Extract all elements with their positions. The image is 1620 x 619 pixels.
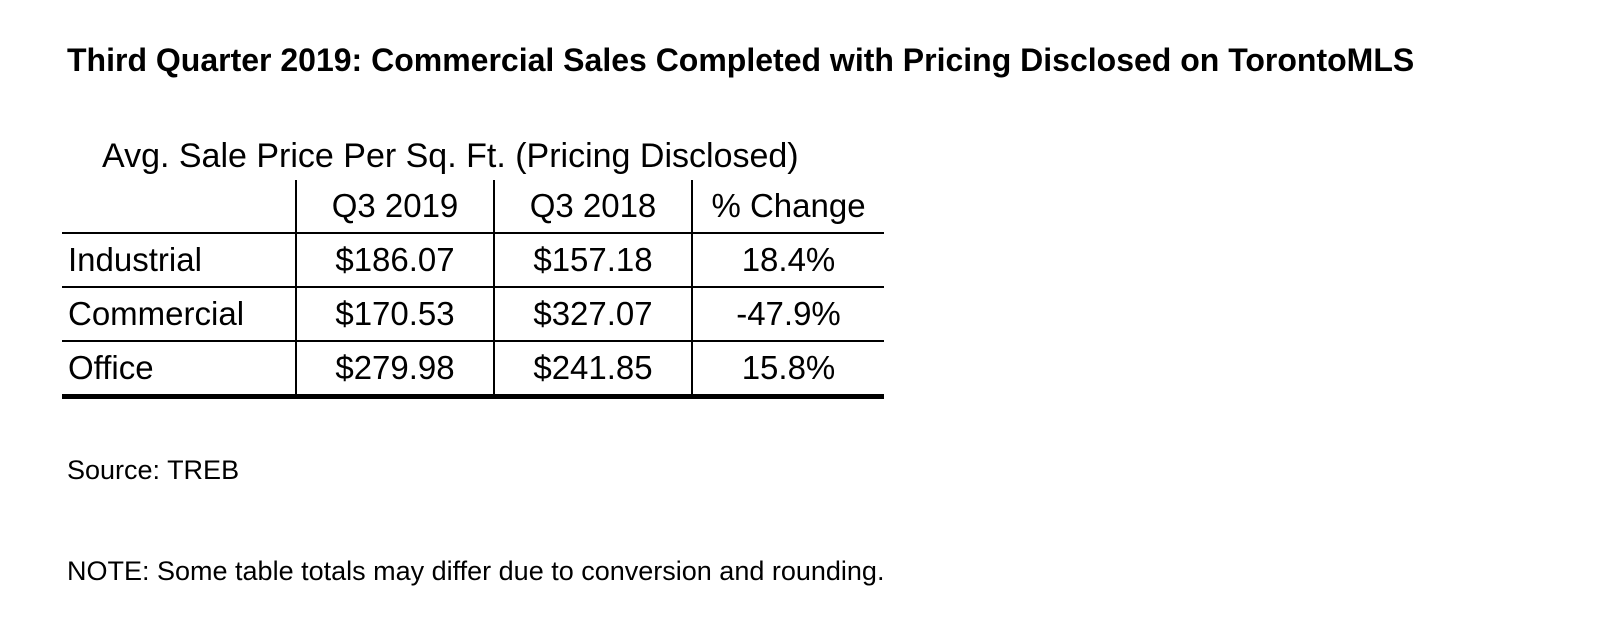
row-label-commercial: Commercial [62, 287, 297, 342]
table-header-row: Q3 2019 Q3 2018 % Change [62, 180, 884, 234]
cell-office-change: 15.8% [692, 341, 884, 399]
price-per-sqft-table: Q3 2019 Q3 2018 % Change Industrial $186… [62, 180, 884, 399]
table-row: Commercial $170.53 $327.07 -47.9% [62, 287, 884, 342]
cell-industrial-q3-2019: $186.07 [296, 233, 495, 288]
cell-commercial-q3-2018: $327.07 [494, 287, 693, 342]
table-caption: Avg. Sale Price Per Sq. Ft. (Pricing Dis… [102, 137, 799, 175]
cell-office-q3-2018: $241.85 [494, 341, 693, 399]
table-row: Office $279.98 $241.85 15.8% [62, 341, 884, 399]
page-title: Third Quarter 2019: Commercial Sales Com… [67, 42, 1415, 78]
column-header-q3-2018: Q3 2018 [494, 180, 693, 234]
footnote: NOTE: Some table totals may differ due t… [67, 556, 885, 586]
column-header-category [62, 180, 297, 234]
cell-commercial-change: -47.9% [692, 287, 884, 342]
cell-commercial-q3-2019: $170.53 [296, 287, 495, 342]
row-label-industrial: Industrial [62, 233, 297, 288]
table-row: Industrial $186.07 $157.18 18.4% [62, 233, 884, 288]
cell-industrial-q3-2018: $157.18 [494, 233, 693, 288]
cell-office-q3-2019: $279.98 [296, 341, 495, 399]
cell-industrial-change: 18.4% [692, 233, 884, 288]
column-header-percent-change: % Change [692, 180, 884, 234]
row-label-office: Office [62, 341, 297, 399]
column-header-q3-2019: Q3 2019 [296, 180, 495, 234]
source-note: Source: TREB [67, 455, 240, 485]
